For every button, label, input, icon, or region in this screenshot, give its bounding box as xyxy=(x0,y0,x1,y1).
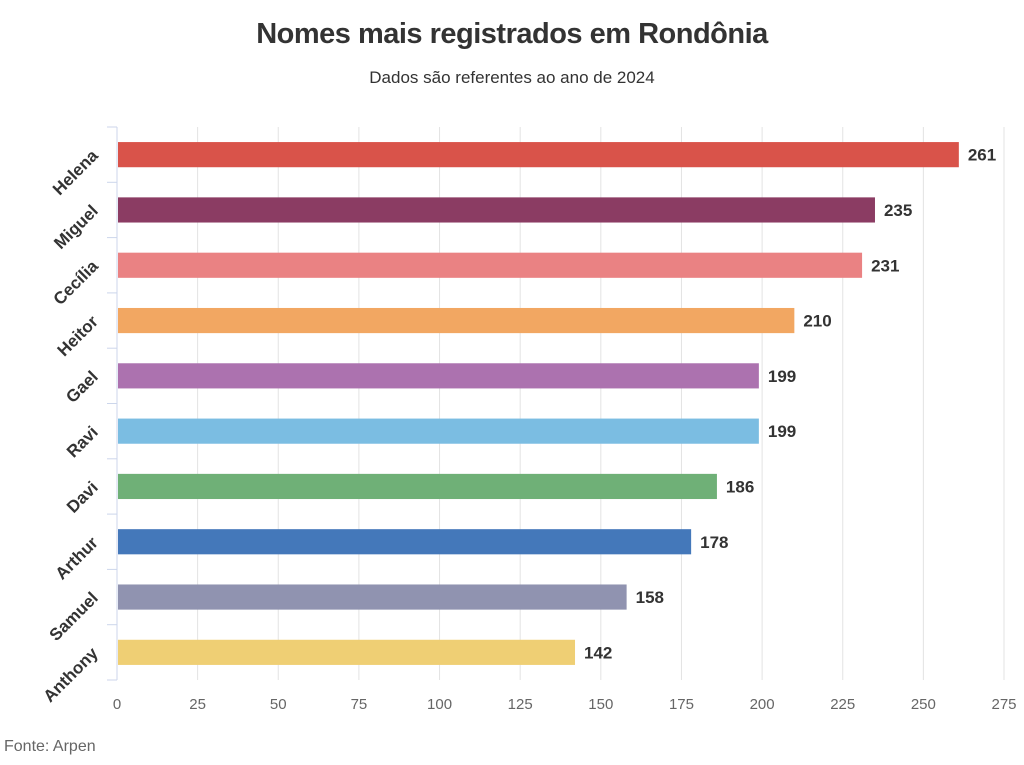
chart-title: Nomes mais registrados em Rondônia xyxy=(256,18,768,50)
bars xyxy=(118,142,959,665)
category-label: Samuel xyxy=(46,588,102,644)
x-tick-label: 75 xyxy=(351,696,368,713)
category-label: Cecília xyxy=(50,256,103,309)
bar-heitor xyxy=(118,307,795,334)
bar-ravi xyxy=(118,418,759,444)
data-label: 235 xyxy=(884,201,912,220)
bar-samuel xyxy=(118,584,627,610)
category-label: Heitor xyxy=(54,312,102,360)
x-tick-label: 225 xyxy=(830,696,855,713)
x-tick-label: 175 xyxy=(669,696,694,713)
bar-davi xyxy=(118,473,717,500)
category-label: Helena xyxy=(49,146,102,199)
x-tick-label: 25 xyxy=(189,696,206,713)
data-label: 178 xyxy=(700,533,728,552)
data-label: 199 xyxy=(768,367,796,386)
category-label: Davi xyxy=(63,478,102,517)
bar-helena xyxy=(118,142,959,168)
data-label: 158 xyxy=(636,588,664,607)
data-label: 261 xyxy=(968,146,996,165)
x-tick-label: 275 xyxy=(991,696,1016,713)
category-label: Gael xyxy=(62,367,101,406)
x-tick-label: 250 xyxy=(911,696,936,713)
category-label: Ravi xyxy=(63,423,102,462)
category-label: Miguel xyxy=(50,201,102,253)
x-tick-labels: 0 25 50 75 100 125 150 175 200 225 250 275 xyxy=(113,696,1017,713)
x-tick-label: 100 xyxy=(427,696,452,713)
category-label: Anthony xyxy=(40,643,103,706)
data-label: 210 xyxy=(803,312,831,331)
data-label: 231 xyxy=(871,256,899,275)
bar-gael xyxy=(118,363,759,389)
x-tick-label: 125 xyxy=(508,696,533,713)
x-tick-label: 50 xyxy=(270,696,287,713)
x-tick-label: 0 xyxy=(113,696,121,713)
chart-subtitle: Dados são referentes ao ano de 2024 xyxy=(369,68,655,87)
data-labels: 261 235 231 210 199 199 186 178 158 142 xyxy=(584,146,996,663)
bar-arthur xyxy=(118,529,692,555)
data-label: 199 xyxy=(768,422,796,441)
source-note: Fonte: Arpen xyxy=(4,738,96,755)
bar-cecília xyxy=(118,252,863,278)
category-label: Arthur xyxy=(52,533,102,583)
data-label: 142 xyxy=(584,643,612,662)
bar-miguel xyxy=(118,197,875,223)
x-tick-label: 200 xyxy=(750,696,775,713)
data-label: 186 xyxy=(726,477,754,496)
axes xyxy=(107,126,118,681)
x-tick-label: 150 xyxy=(588,696,613,713)
bar-anthony xyxy=(118,639,576,665)
